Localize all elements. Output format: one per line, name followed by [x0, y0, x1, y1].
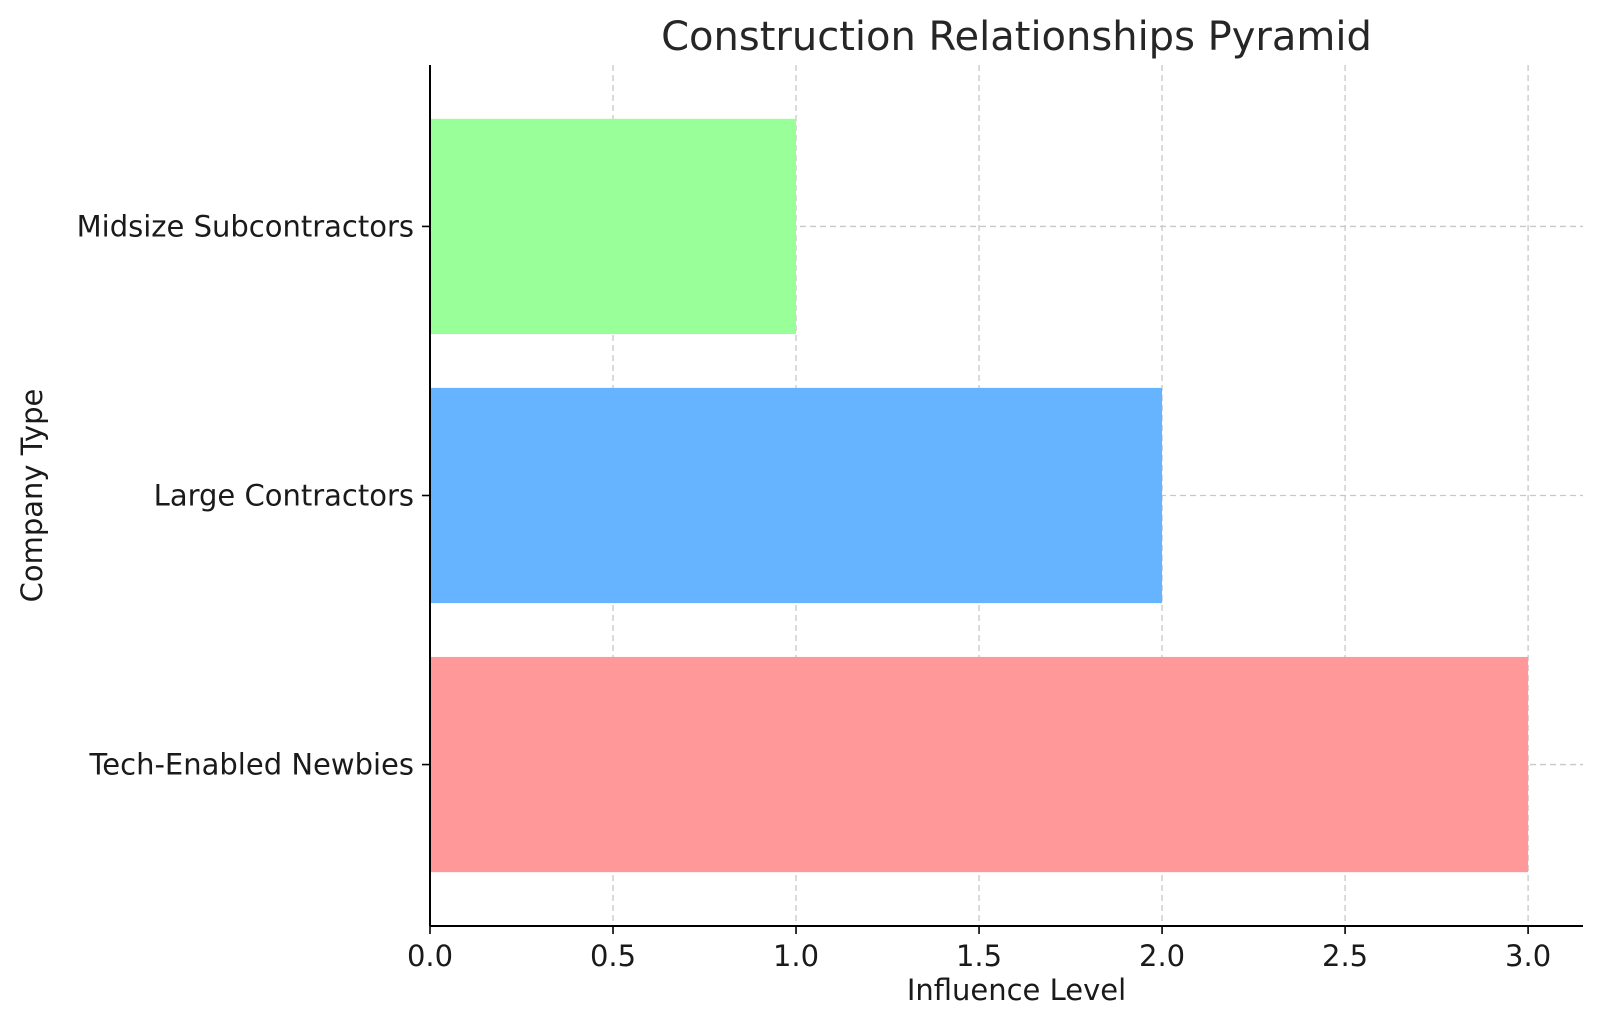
x-tick-label: 1.0	[773, 939, 819, 973]
axes	[422, 65, 1583, 934]
bars	[430, 118, 1529, 873]
y-axis-title: Company Type	[15, 389, 49, 603]
x-tick-label: 2.0	[1139, 939, 1185, 973]
x-tick-label: 2.5	[1322, 939, 1368, 973]
y-tick-label: Large Contractors	[154, 479, 414, 513]
bar-tech-enabled-newbies	[430, 656, 1529, 873]
x-tick-label: 0.5	[590, 939, 636, 973]
x-tick-label: 0.0	[407, 939, 453, 973]
x-axis-title: Influence Level	[907, 973, 1126, 1007]
y-tick-label: Tech-Enabled Newbies	[89, 748, 415, 782]
chart-title: Construction Relationships Pyramid	[661, 14, 1372, 60]
x-tick-label: 3.0	[1505, 939, 1551, 973]
bar-large-contractors	[430, 387, 1163, 604]
y-tick-label: Midsize Subcontractors	[77, 209, 414, 243]
tick-labels: 0.0 0.5 1.0 1.5 2.0 2.5 3.0 Tech-Enabled Newbie…	[77, 209, 1552, 973]
bar-midsize-subcontractors	[430, 118, 797, 335]
x-tick-label: 1.5	[956, 939, 1002, 973]
